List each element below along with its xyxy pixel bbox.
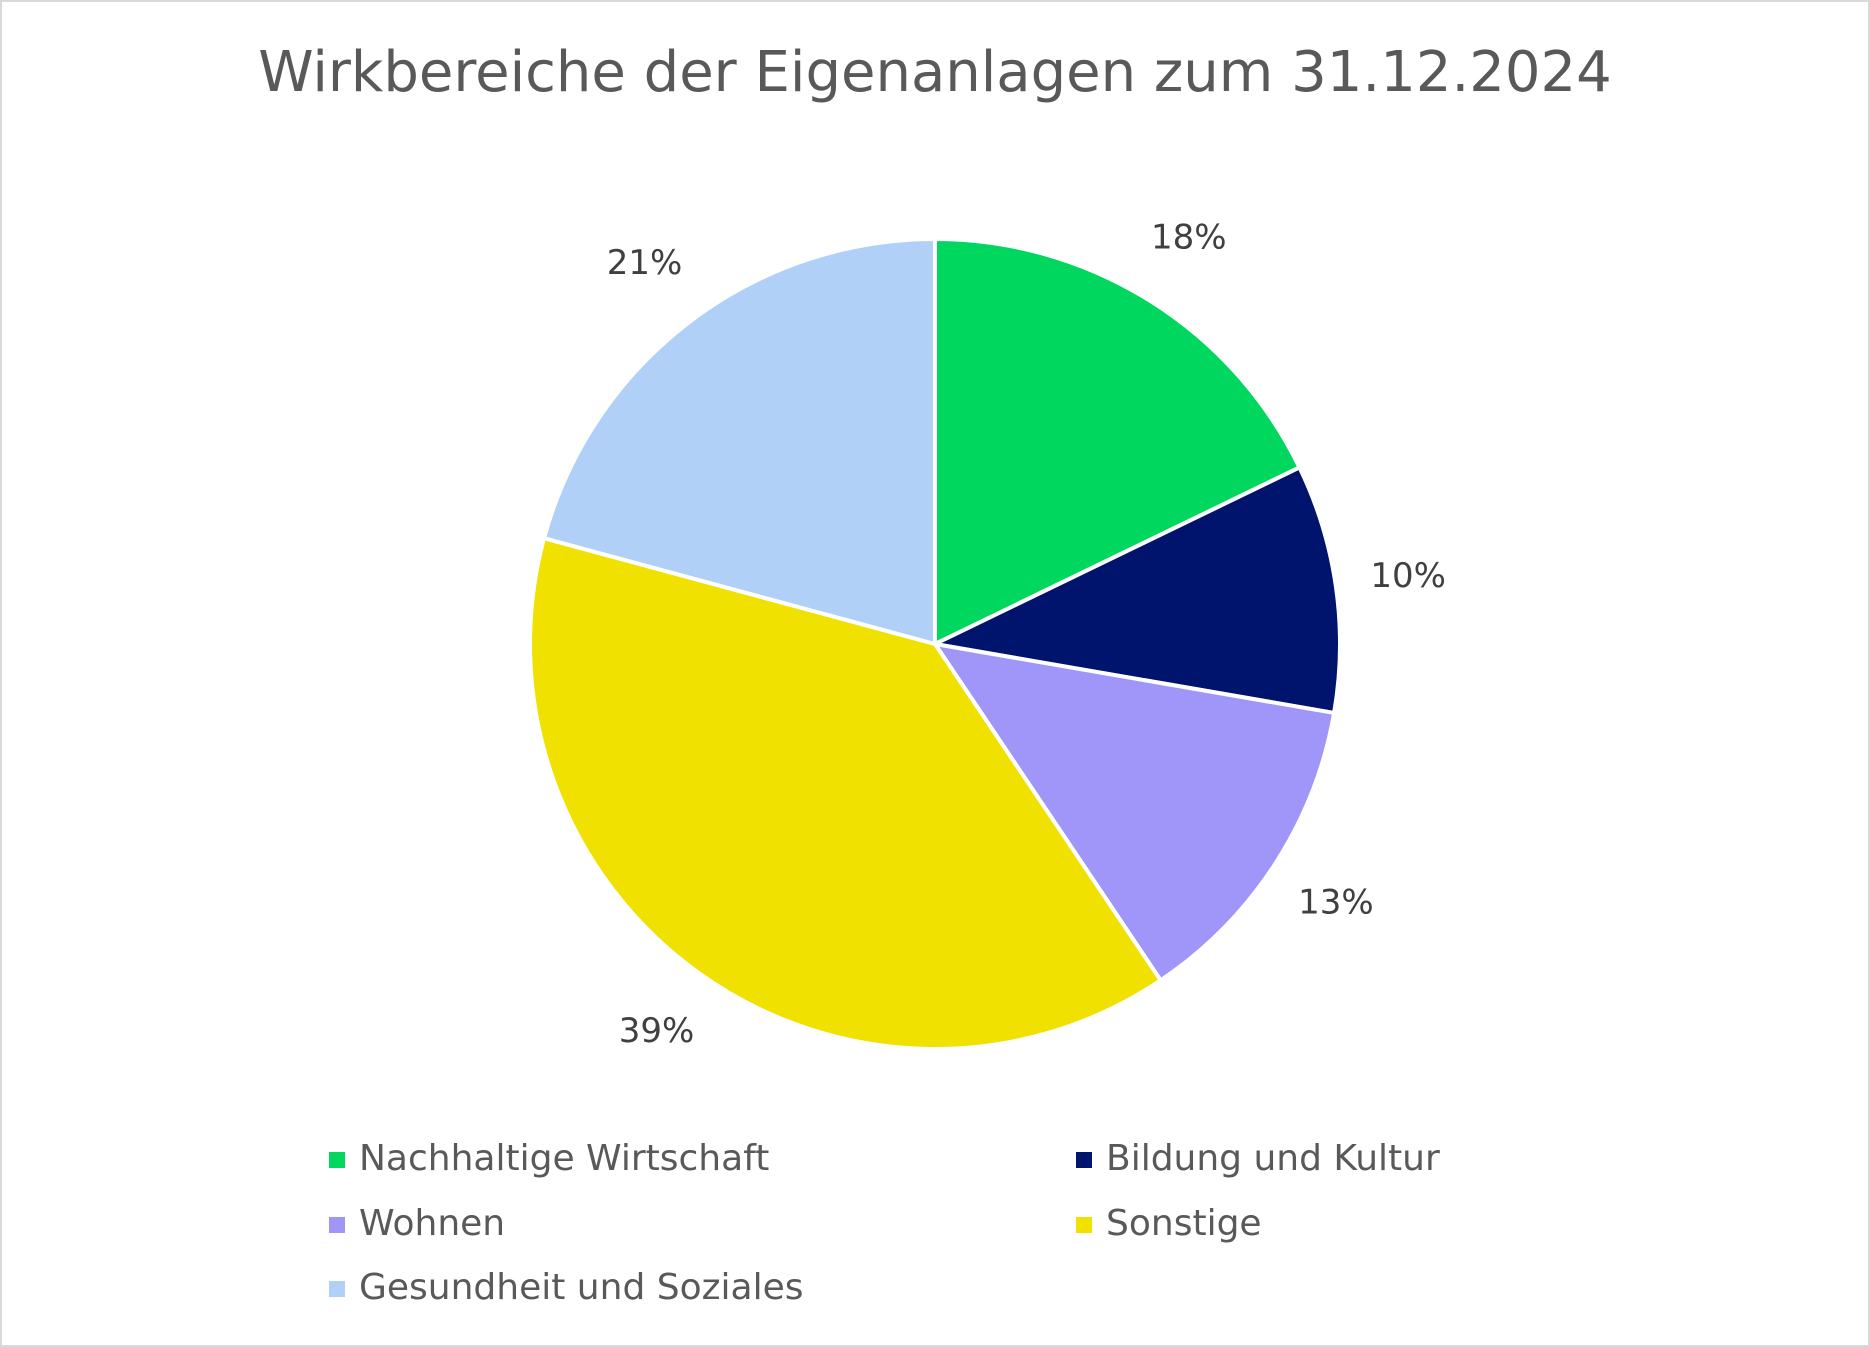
pie-slice <box>541 236 937 647</box>
legend-label: Nachhaltige Wirtschaft <box>359 1138 769 1179</box>
legend-marker <box>329 1152 345 1168</box>
value-label: 13% <box>1298 883 1374 923</box>
pie-slice <box>528 535 1164 1051</box>
legend-marker <box>329 1281 345 1297</box>
legend-marker <box>1076 1217 1092 1233</box>
chart-title: Wirkbereiche der Eigenanlagen zum 31.12.… <box>258 40 1612 105</box>
value-label: 21% <box>607 243 683 283</box>
legend-marker <box>329 1217 345 1233</box>
pie-slice <box>930 641 1337 984</box>
pie-slice <box>928 464 1342 716</box>
legend-label: Gesundheit und Soziales <box>359 1267 803 1308</box>
value-label: 10% <box>1370 556 1446 596</box>
legend-label: Sonstige <box>1106 1203 1262 1244</box>
value-label: 39% <box>619 1011 695 1051</box>
value-label: 18% <box>1151 218 1227 258</box>
legend-label: Wohnen <box>359 1203 505 1244</box>
legend-marker <box>1076 1152 1092 1168</box>
legend-label: Bildung und Kultur <box>1106 1138 1440 1179</box>
pie-slice <box>933 236 1303 648</box>
